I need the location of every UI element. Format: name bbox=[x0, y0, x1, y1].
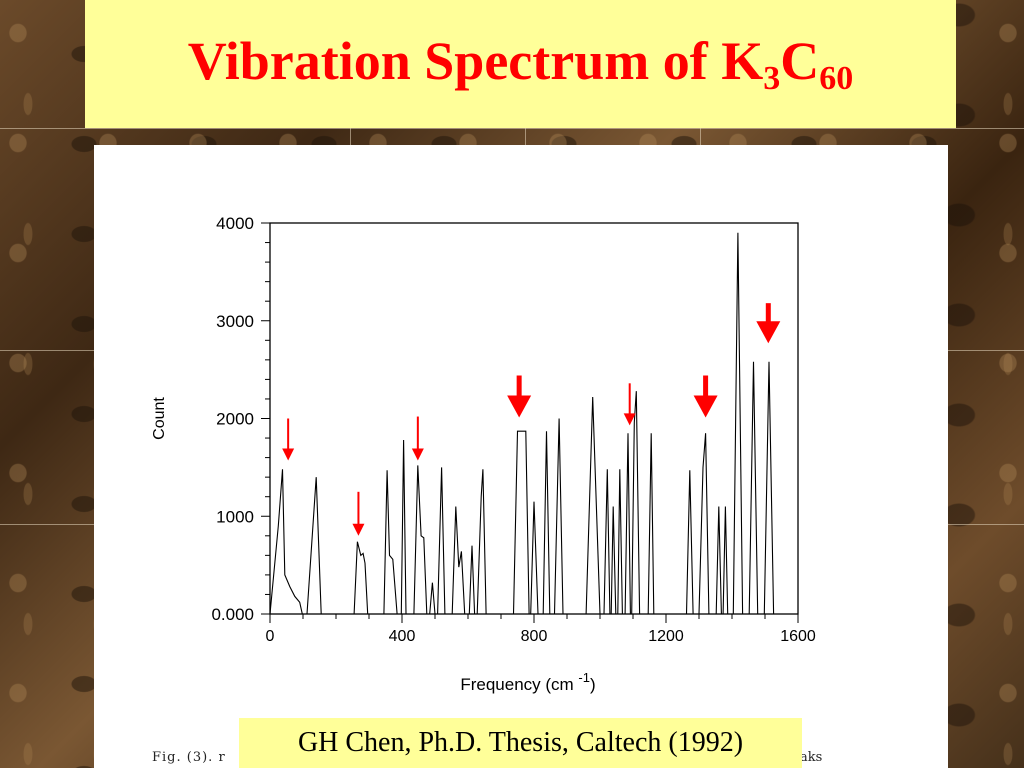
spectrum-peak bbox=[383, 470, 398, 615]
arrow-head bbox=[623, 413, 636, 426]
title-banner: Vibration Spectrum of K3C60 bbox=[85, 0, 956, 128]
spectrum-peak bbox=[647, 433, 655, 615]
arrow-head bbox=[352, 523, 365, 536]
title-main-text: Vibration Spectrum of K bbox=[187, 31, 764, 91]
thick-red-arrow bbox=[507, 375, 532, 418]
spectrum-peak bbox=[624, 433, 631, 615]
y-tick-label: 2000 bbox=[216, 410, 254, 429]
figure-caption-start: Fig. (3). r bbox=[152, 750, 226, 765]
spectrum-peak bbox=[413, 465, 428, 615]
slide-title: Vibration Spectrum of K3C60 bbox=[188, 30, 853, 98]
arrow-head bbox=[756, 321, 781, 344]
y-axis-label: Count bbox=[151, 397, 168, 440]
spectrum-peak bbox=[763, 361, 775, 615]
spectrum-peak bbox=[732, 232, 744, 615]
plot-frame bbox=[269, 222, 799, 615]
spectrum-peak bbox=[722, 506, 729, 615]
spectrum-peak bbox=[476, 469, 487, 615]
spectrum-peak bbox=[610, 506, 617, 615]
spectrum-peak bbox=[542, 431, 551, 615]
arrow-head bbox=[282, 448, 295, 461]
spectrum-peak bbox=[553, 418, 564, 615]
spectrum-peak bbox=[698, 433, 710, 615]
y-tick-label: 3000 bbox=[216, 312, 254, 331]
spectrum-peak bbox=[429, 582, 436, 615]
title-mid-text: C bbox=[780, 31, 820, 91]
spectrum-peak bbox=[685, 470, 694, 615]
thick-red-arrow bbox=[693, 375, 718, 418]
arrow-head bbox=[693, 395, 718, 418]
spectrum-peak bbox=[603, 469, 611, 615]
spectrum-peak bbox=[585, 396, 601, 615]
figure-caption-end: aks bbox=[800, 750, 823, 765]
x-tick-label: 400 bbox=[389, 628, 416, 645]
y-tick-label: 4000 bbox=[216, 214, 254, 233]
credit-banner: GH Chen, Ph.D. Thesis, Caltech (1992) bbox=[239, 718, 802, 768]
spectrum-chart: 0.000 1000 2000 3000 4000 0 400 800 1200 1600 Freq… bbox=[151, 214, 816, 694]
spectrum-peak bbox=[468, 545, 476, 615]
x-tick-label: 1600 bbox=[780, 628, 816, 645]
credit-text: GH Chen, Ph.D. Thesis, Caltech (1992) bbox=[297, 727, 744, 758]
spectrum-peak bbox=[353, 541, 369, 615]
thin-red-arrow bbox=[623, 383, 636, 426]
x-tick-label: 800 bbox=[521, 628, 548, 645]
spectrum-peak bbox=[306, 477, 322, 615]
figure-panel: 0.000 1000 2000 3000 4000 0 400 800 1200 1600 Freq… bbox=[94, 145, 948, 768]
spectrum-peak bbox=[530, 501, 539, 615]
arrow-head bbox=[411, 448, 424, 461]
spectrum-peak bbox=[748, 361, 759, 615]
thick-red-arrow bbox=[756, 303, 781, 344]
arrow-head bbox=[507, 395, 532, 418]
spectrum-peak bbox=[715, 506, 722, 615]
spectrum-peak bbox=[617, 469, 623, 615]
spectrum-peak bbox=[400, 439, 407, 615]
spectrum-peak bbox=[269, 469, 303, 615]
thin-red-arrow bbox=[282, 418, 295, 461]
title-subscript-3: 3 bbox=[763, 60, 781, 97]
spectrum-peak bbox=[631, 391, 641, 615]
thin-red-arrow bbox=[352, 491, 365, 536]
spectrum-peak bbox=[451, 506, 466, 615]
y-tick-label: 1000 bbox=[216, 507, 254, 526]
y-tick-label: 0.000 bbox=[211, 605, 254, 624]
spectrum-peak bbox=[512, 430, 530, 615]
thin-red-arrow bbox=[411, 416, 424, 461]
x-tick-label: 0 bbox=[266, 628, 275, 645]
title-subscript-60: 60 bbox=[819, 60, 854, 97]
spectrum-peak bbox=[437, 467, 446, 615]
x-tick-label: 1200 bbox=[648, 628, 684, 645]
x-axis-label: Frequency (cm -1) bbox=[460, 670, 595, 694]
